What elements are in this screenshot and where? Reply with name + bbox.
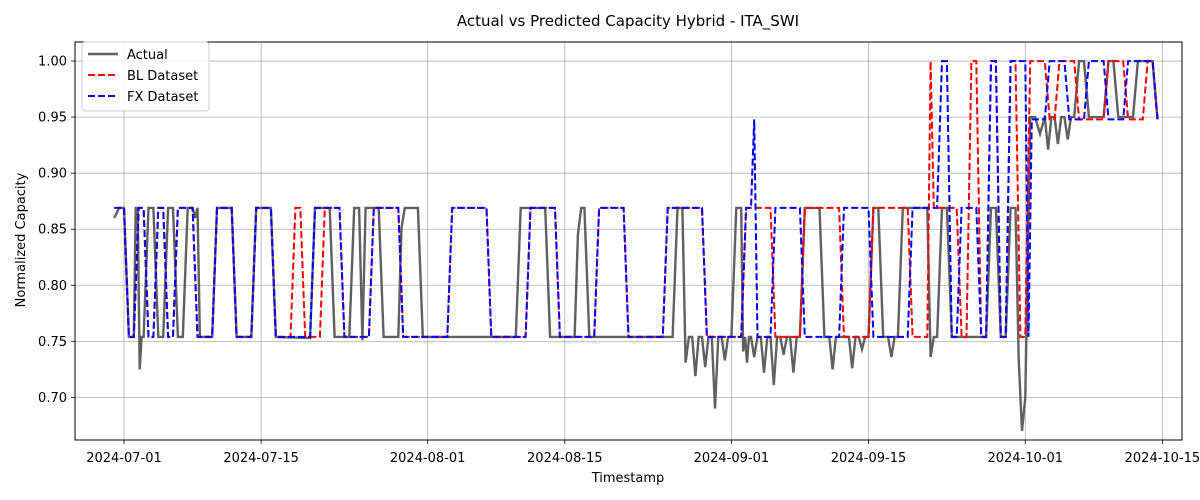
x-tick-label: 2024-08-01 (390, 451, 466, 466)
chart-title: Actual vs Predicted Capacity Hybrid - IT… (457, 12, 799, 31)
series-layer (113, 59, 1159, 432)
x-axis: 2024-07-01 2024-07-15 2024-08-01 2024-08-15… (86, 440, 1200, 466)
y-tick-label: 0.70 (38, 391, 67, 406)
grid-layer (75, 42, 1182, 440)
y-tick-label: 1.00 (38, 55, 67, 70)
y-tick-label: 0.90 (38, 167, 67, 182)
x-tick-label: 2024-07-15 (223, 451, 299, 466)
x-tick-label: 2024-09-15 (831, 451, 907, 466)
y-tick-label: 0.85 (38, 223, 67, 238)
x-axis-label: Timestamp (591, 471, 665, 486)
legend-label: FX Dataset (127, 90, 198, 105)
x-tick-label: 2024-07-01 (86, 451, 162, 466)
legend: Actual BL Dataset FX Dataset (81, 41, 210, 112)
legend-label: BL Dataset (127, 69, 198, 84)
y-tick-label: 0.75 (38, 335, 67, 350)
x-tick-label: 2024-09-01 (694, 451, 770, 466)
x-tick-label: 2024-08-15 (527, 451, 603, 466)
y-axis: 0.70 0.75 0.80 0.85 0.90 0.95 1.00 (38, 55, 75, 406)
legend-label: Actual (127, 48, 168, 63)
plot-frame (74, 41, 1183, 441)
y-axis-label: Normalized Capacity (14, 172, 29, 307)
x-tick-label: 2024-10-01 (987, 451, 1063, 466)
x-tick-label: 2024-10-15 (1125, 451, 1200, 466)
legend-box (81, 41, 210, 112)
y-tick-label: 0.80 (38, 279, 67, 294)
y-tick-label: 0.95 (38, 111, 67, 126)
series-line-fx-dataset (114, 60, 1159, 338)
